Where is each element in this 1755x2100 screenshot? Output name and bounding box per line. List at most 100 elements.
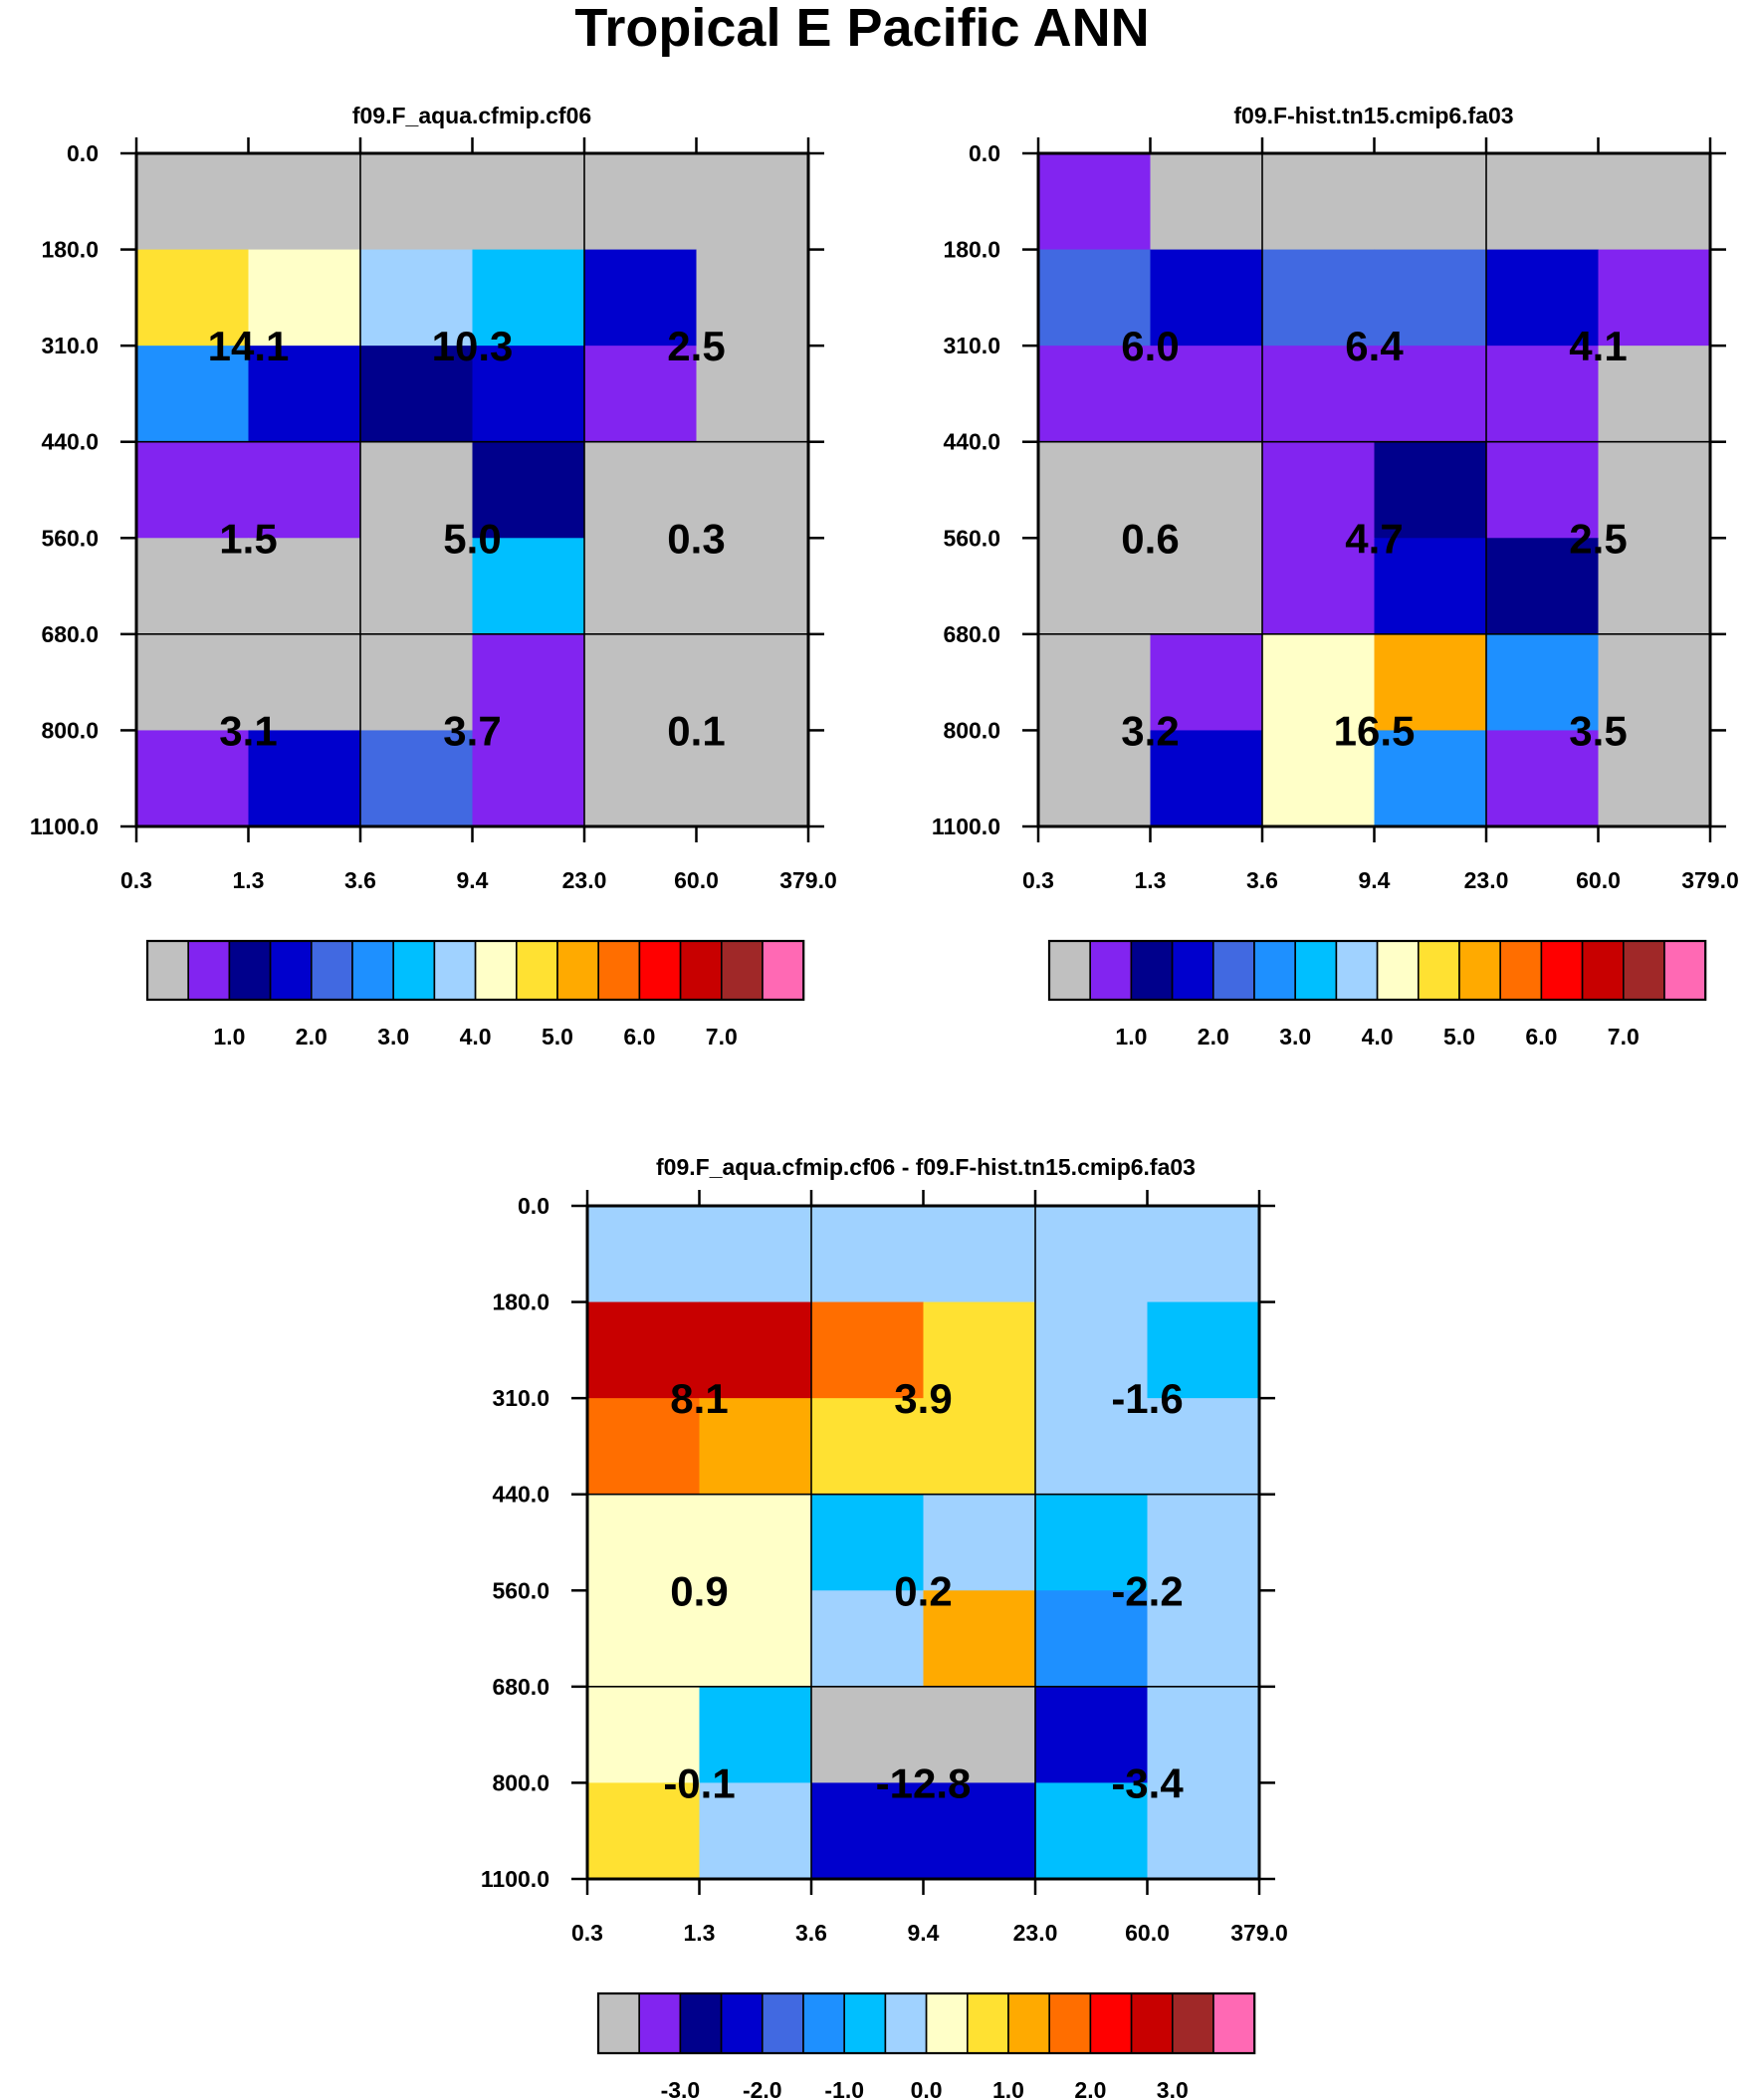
panel-diff-xtick-label: 3.6: [795, 1920, 827, 1946]
panel-diff-cell: [699, 1494, 812, 1591]
panel-b-cell: [1598, 538, 1711, 635]
panel-b-cell: [1262, 633, 1376, 732]
panel-diff-cell: [699, 1590, 812, 1688]
panel-b-title: f09.F-hist.tn15.cmip6.fa03: [1233, 103, 1513, 128]
panel-diff-xtick-label: 60.0: [1125, 1920, 1170, 1946]
panel-diff-cell: [811, 1301, 925, 1399]
panel-diff-colorbar-label: 1.0: [992, 2077, 1024, 2100]
panel-b-colorbar-swatch: [1335, 940, 1379, 1001]
panel-b-cell: [1374, 730, 1487, 827]
panel-a-cell: [360, 538, 474, 635]
panel-diff-ytick-label: 180.0: [492, 1289, 549, 1315]
panel-diff-cell: [587, 1494, 701, 1591]
panel-diff-cell: [1035, 1782, 1149, 1880]
panel-b-box-value: 16.5: [1334, 707, 1416, 754]
panel-b-xtick-label: 0.3: [1022, 867, 1054, 893]
panel-diff-cell: [1035, 1301, 1149, 1399]
panel-a-colorbar-swatch: [638, 940, 682, 1001]
panel-diff-colorbar-swatch: [597, 1992, 641, 2054]
panel-diff: f09.F_aqua.cfmip.cf06 - f09.F-hist.tn15.…: [481, 1154, 1288, 2100]
panel-diff-xtick-label: 23.0: [1013, 1920, 1058, 1946]
panel-a-cell: [472, 538, 585, 635]
panel-a-cell: [248, 538, 361, 635]
panel-b-cells: [1038, 153, 1711, 827]
panel-b-ytick-label: 1100.0: [932, 814, 1000, 839]
panel-b-xtick-label: 23.0: [1464, 867, 1509, 893]
panel-a-cell: [472, 441, 585, 539]
panel-a-cell: [584, 730, 698, 827]
panel-a-cell: [136, 538, 250, 635]
panel-b-cell: [1150, 346, 1263, 443]
panel-diff-colorbar-swatch: [1007, 1992, 1051, 2054]
panel-a-cell: [696, 153, 809, 251]
panel-b-colorbar-label: 3.0: [1279, 1024, 1311, 1050]
panel-b-cell: [1262, 538, 1376, 635]
panel-b-cell: [1262, 249, 1376, 347]
panel-b-colorbar-label: 2.0: [1198, 1024, 1229, 1050]
panel-a-colorbar-swatch: [720, 940, 764, 1001]
panel-a-colorbar-swatch: [187, 940, 231, 1001]
panel-b-colorbar: 1.0 2.0 3.0 4.0 5.0 6.0 7.0: [1047, 939, 1707, 1050]
panel-a-xtick-label: 9.4: [457, 867, 489, 893]
panel-a-cell: [472, 730, 585, 827]
panel-a-cell: [248, 249, 361, 347]
panel-a-cell: [584, 346, 698, 443]
panel-a-colorbar-swatch: [679, 940, 723, 1001]
panel-b-cell: [1038, 538, 1152, 635]
panel-a-cell: [248, 346, 361, 443]
panel-a-cell: [136, 441, 250, 539]
panel-diff-cell: [699, 1301, 812, 1399]
panel-a-xtick-label: 3.6: [344, 867, 376, 893]
panel-diff-axes: 0.0 180.0 310.0 440.0 560.0 680.0 800.0 1100.0 0…: [481, 1190, 1288, 1946]
panel-b-xtick-label: 60.0: [1576, 867, 1621, 893]
panel-a-colorbar-label: 6.0: [623, 1024, 655, 1050]
panel-diff-ytick-label: 0.0: [518, 1193, 549, 1219]
panel-a-ytick-label: 1100.0: [30, 814, 99, 839]
panel-a-box-value: 5.0: [443, 515, 501, 562]
panel-b-cell: [1598, 730, 1711, 827]
panel-diff-box-value: 0.9: [670, 1567, 728, 1614]
panel-a-cell: [696, 346, 809, 443]
panel-a-cell: [248, 730, 361, 827]
panel-b-colorbar-swatch: [1130, 940, 1174, 1001]
panel-b-box-value: 6.0: [1121, 323, 1179, 369]
panel-b-ytick-label: 310.0: [943, 333, 1000, 358]
panel-a-cell: [696, 538, 809, 635]
panel-a-cell: [248, 153, 361, 251]
panel-b-colorbar-label: 5.0: [1443, 1024, 1475, 1050]
panel-diff-colorbar-swatch: [638, 1992, 682, 2054]
panel-a-colorbar: 1.0 2.0 3.0 4.0 5.0 6.0 7.0: [145, 939, 805, 1050]
panel-diff-cell: [1147, 1398, 1260, 1496]
panel-a-colorbar-swatch: [556, 940, 600, 1001]
panel-a-colorbar-border: [145, 939, 805, 1002]
panel-diff-colorbar-swatch: [1212, 1992, 1256, 2054]
panel-b-colorbar-swatch: [1089, 940, 1133, 1001]
panel-diff-box-value: -12.8: [876, 1759, 972, 1806]
panel-a-colorbar-label: 3.0: [377, 1024, 409, 1050]
panel-diff-box-value: 3.9: [894, 1375, 952, 1422]
panel-a-colorbar-swatch: [597, 940, 641, 1001]
panel-diff-colorbar-label: 2.0: [1074, 2077, 1106, 2100]
panel-diff-colorbar-swatch: [1172, 1992, 1214, 2054]
panel-diff-colorbar-swatch: [761, 1992, 804, 2054]
panel-b-ytick-label: 180.0: [943, 237, 1000, 263]
panel-a-box-value: 2.5: [667, 323, 725, 369]
panel-diff-cell: [1035, 1206, 1149, 1303]
panel-diff-colorbar-label: -2.0: [743, 2077, 782, 2100]
panel-a-ytick-label: 440.0: [41, 429, 99, 455]
panel-b-cell: [1598, 346, 1711, 443]
panel-b-box-value: 3.2: [1121, 707, 1179, 754]
panel-a-cells: [136, 153, 809, 827]
panel-a-colorbar-label: 4.0: [460, 1024, 492, 1050]
panel-a-cell: [696, 249, 809, 347]
panel-b-cell: [1598, 249, 1711, 347]
panel-diff-cell: [699, 1398, 812, 1496]
panel-b-cell: [1262, 346, 1376, 443]
panel-b-colorbar-swatch: [1623, 940, 1665, 1001]
panel-a-box-value: 14.1: [208, 323, 290, 369]
panel-diff-cell: [1147, 1686, 1260, 1784]
panel-a-box-value: 0.3: [667, 515, 725, 562]
panel-a-ytick-label: 180.0: [41, 237, 99, 263]
panel-diff-cell: [811, 1686, 925, 1784]
